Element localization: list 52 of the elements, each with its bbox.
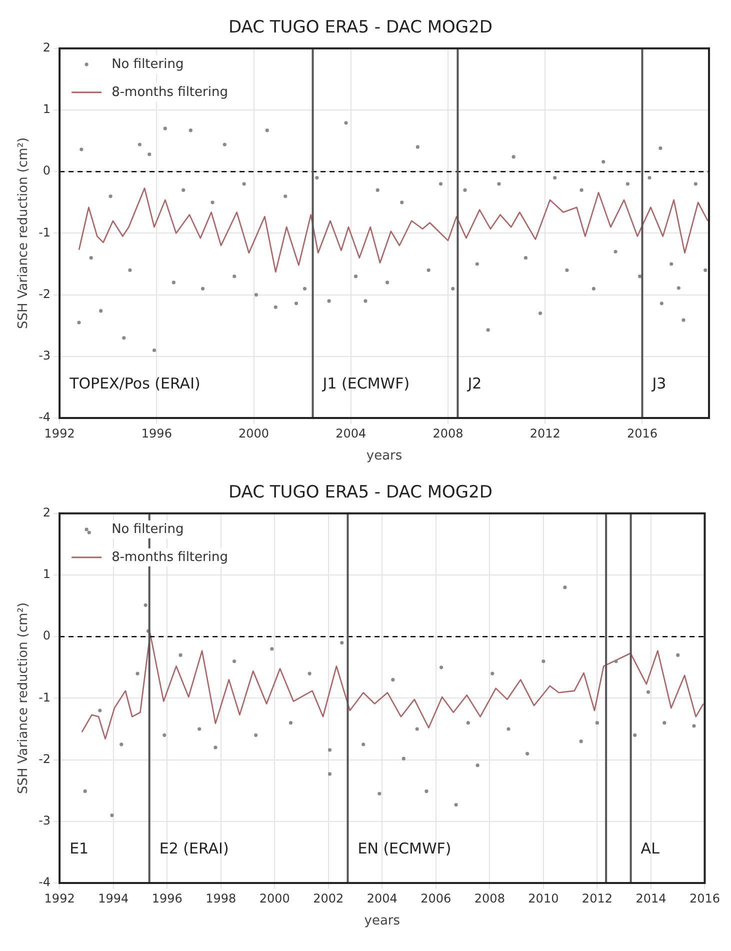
annotation: E2 (ERAI) <box>159 840 229 858</box>
legend-label: 8-months filtering <box>112 84 228 100</box>
x-tick-label: 1996 <box>152 891 182 906</box>
x-axis-title: years <box>366 448 402 464</box>
y-tick-label: 0 <box>42 628 51 643</box>
annotation: AL <box>640 840 660 858</box>
x-tick-label: 2012 <box>530 426 560 440</box>
y-tick-label: 0 <box>42 164 51 178</box>
annotation: EN (ECMWF) <box>358 840 452 858</box>
legend-label: No filtering <box>112 56 184 72</box>
x-tick-label: 2016 <box>626 426 658 440</box>
annotation: E1 <box>70 840 89 858</box>
x-tick-label: 2004 <box>336 426 366 440</box>
y-tick-label: -1 <box>38 690 51 704</box>
annotation: J3 <box>651 374 666 393</box>
x-tick-label: 2002 <box>313 891 344 906</box>
y-axis-title: SSH Variance reduction (cm²) <box>16 602 32 794</box>
annotation: J2 <box>466 374 482 393</box>
x-tick-label: 1992 <box>44 891 75 906</box>
y-tick-label: 1 <box>42 102 51 116</box>
y-tick-label: 2 <box>42 506 51 520</box>
x-tick-label: 2008 <box>474 891 505 906</box>
x-tick-label: 2012 <box>582 891 612 906</box>
x-tick-label: 2000 <box>259 891 290 906</box>
x-tick-label: 2006 <box>420 891 452 906</box>
x-tick-label: 1992 <box>44 426 75 440</box>
x-axis-title: years <box>364 914 400 929</box>
y-tick-label: 2 <box>42 40 51 55</box>
x-tick-label: 1998 <box>206 891 236 906</box>
y-tick-label: -4 <box>38 410 51 424</box>
x-tick-label: 2010 <box>528 891 559 906</box>
x-tick-label: 2008 <box>432 426 464 440</box>
annotation: J1 (ECMWF) <box>322 374 410 393</box>
y-tick-label: -1 <box>38 225 51 240</box>
y-tick-label: -2 <box>38 286 51 301</box>
x-tick-label: 1996 <box>141 426 172 440</box>
legend-label: 8-months filtering <box>112 550 228 565</box>
legend-label: No filtering <box>112 522 184 537</box>
x-tick-label: 2004 <box>366 891 398 906</box>
y-tick-label: 1 <box>42 567 51 582</box>
chart-title: DAC TUGO ERA5 - DAC MOG2D <box>228 18 492 38</box>
y-axis-title: SSH Variance reduction (cm²) <box>16 137 32 330</box>
x-tick-label: 2016 <box>689 891 720 906</box>
y-tick-label: -2 <box>38 752 51 766</box>
x-tick-label: 2000 <box>238 426 270 440</box>
y-tick-label: -4 <box>38 875 51 890</box>
y-tick-label: -3 <box>38 348 51 363</box>
annotation: TOPEX/Pos (ERAI) <box>68 374 200 393</box>
x-tick-label: 1994 <box>98 891 129 906</box>
chart-title: DAC TUGO ERA5 - DAC MOG2D <box>228 482 492 503</box>
x-tick-label: 2014 <box>636 891 666 906</box>
y-tick-label: -3 <box>38 814 51 828</box>
